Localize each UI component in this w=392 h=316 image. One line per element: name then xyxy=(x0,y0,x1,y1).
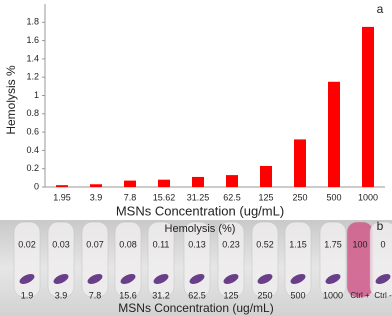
tube xyxy=(81,221,109,298)
pellet xyxy=(223,274,239,284)
x-tick-label: 15.62 xyxy=(153,192,176,202)
tube-label: 15.6 xyxy=(119,290,137,300)
y-tick-label: 0.4 xyxy=(26,145,39,155)
pellet xyxy=(19,274,35,284)
bar xyxy=(158,179,170,187)
bar xyxy=(294,139,306,187)
tube-label: Ctrl + xyxy=(350,291,370,300)
x-tick-label: 3.9 xyxy=(90,192,103,202)
y-tick-label: 1.2 xyxy=(26,72,39,82)
pellet xyxy=(325,274,341,284)
y-tick-label: 1 xyxy=(34,90,39,100)
tube-value: 1.15 xyxy=(289,239,307,249)
panel-label: b xyxy=(377,219,384,233)
bar xyxy=(124,180,136,187)
tube xyxy=(369,221,392,298)
pellet xyxy=(257,274,273,284)
y-tick-label: 0.8 xyxy=(26,108,39,118)
x-tick-label: 31.25 xyxy=(187,192,210,202)
tube-value: 0.23 xyxy=(222,239,240,249)
tube-value: 100 xyxy=(352,239,367,249)
tube-label: 1.9 xyxy=(21,290,34,300)
tube xyxy=(319,221,347,298)
tube xyxy=(47,221,75,298)
tube-label: 250 xyxy=(257,290,272,300)
tube-label: 500 xyxy=(290,290,305,300)
tube-value: 1.75 xyxy=(324,239,342,249)
tube-label: 1000 xyxy=(323,290,343,300)
tube-value: 0.52 xyxy=(256,239,274,249)
tube-label: 31.2 xyxy=(152,290,170,300)
x-axis-title: MSNs Concentration (ug/mL) xyxy=(116,203,284,218)
bar xyxy=(192,176,204,187)
y-tick-label: 1.4 xyxy=(26,53,39,63)
x-tick-label: 1.95 xyxy=(53,192,71,202)
tube xyxy=(13,221,41,298)
x-tick-label: 250 xyxy=(292,192,307,202)
bar xyxy=(260,165,272,187)
pellet xyxy=(87,274,103,284)
photo-title: Hemolysis (%) xyxy=(165,223,236,235)
tube-label: 3.9 xyxy=(55,290,68,300)
bar xyxy=(328,81,340,187)
tube xyxy=(284,221,312,298)
y-tick-label: 0 xyxy=(34,181,39,191)
y-tick-label: 0.2 xyxy=(26,163,39,173)
tube-label: Ctrl - xyxy=(374,291,392,300)
tube-value: 0.13 xyxy=(188,239,206,249)
tube-value: 0 xyxy=(380,239,385,249)
tube-value: 0.11 xyxy=(153,239,170,249)
photo-x-title: MSNs Concentration (ug/mL) xyxy=(118,301,273,315)
tube-label: 7.8 xyxy=(89,290,102,300)
tube-label: 125 xyxy=(223,290,238,300)
x-tick-label: 125 xyxy=(258,192,273,202)
x-tick-label: 62.5 xyxy=(223,192,241,202)
y-tick-label: 1.6 xyxy=(26,35,39,45)
x-tick-label: 7.8 xyxy=(124,192,137,202)
bar xyxy=(90,184,102,187)
y-axis-title: Hemolysis % xyxy=(4,65,18,135)
tube xyxy=(346,221,374,298)
bar xyxy=(56,185,68,187)
pellet xyxy=(189,274,205,284)
tube-photo xyxy=(0,220,392,316)
y-tick-label: 0.6 xyxy=(26,126,39,136)
tube xyxy=(251,221,279,298)
pellet xyxy=(120,274,136,284)
tube xyxy=(114,221,142,298)
bar xyxy=(362,26,374,187)
pellet xyxy=(153,274,169,284)
tube-value: 0.02 xyxy=(18,239,36,249)
panel-label: a xyxy=(377,2,384,16)
tube-value: 0.08 xyxy=(119,239,137,249)
tube-value: 0.03 xyxy=(52,239,70,249)
pellet xyxy=(375,274,391,284)
x-tick-label: 500 xyxy=(326,192,341,202)
tube-value: 0.07 xyxy=(86,239,104,249)
pellet xyxy=(290,274,306,284)
bar xyxy=(226,175,238,187)
x-tick-label: 1000 xyxy=(358,192,378,202)
pellet xyxy=(53,274,69,284)
tube-label: 62.5 xyxy=(188,290,206,300)
y-tick-label: 1.8 xyxy=(26,17,39,27)
